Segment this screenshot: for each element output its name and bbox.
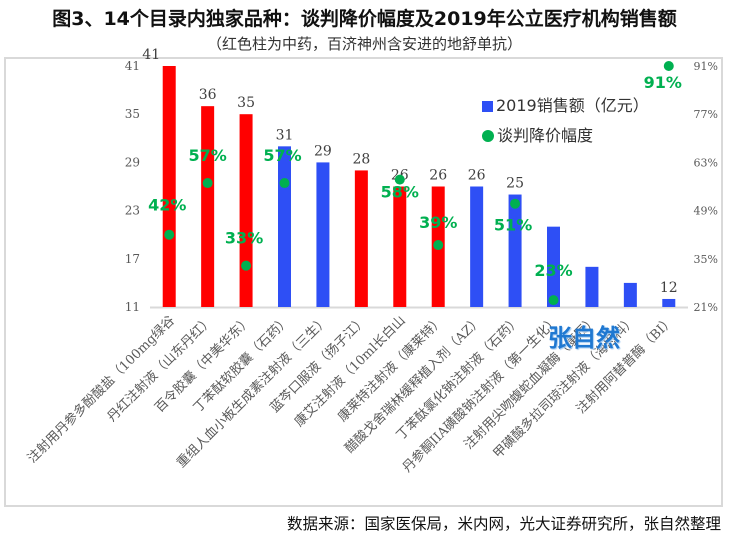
sales-bar: [354, 170, 368, 307]
discount-dot: [663, 61, 674, 71]
bar-value-label: 36: [199, 87, 217, 103]
y-left-tick: 41: [125, 59, 140, 73]
discount-label: 57%: [263, 146, 301, 165]
legend-item-sales: 2019销售额（亿元）: [482, 91, 649, 121]
chart-subtitle: （红色柱为中药，百济神州含安进的地舒单抗）: [206, 35, 522, 53]
sales-bar: [162, 66, 176, 307]
discount-label: 42%: [148, 196, 186, 215]
y-right-tick: 63%: [694, 156, 718, 169]
y-right-tick: 21%: [694, 301, 718, 314]
sales-bar: [470, 186, 484, 307]
sales-bar: [278, 146, 291, 307]
y-left-tick: 23: [125, 204, 140, 218]
sales-bar: [623, 282, 637, 307]
bar-value-label: 31: [276, 127, 294, 143]
chart-title: 图3、14个目录内独家品种：谈判降价幅度及2019年公立医疗机构销售额: [52, 8, 677, 30]
discount-dot: [394, 174, 405, 185]
bar-value-label: 12: [660, 280, 678, 296]
y-left-tick: 29: [125, 155, 140, 169]
y-left-tick: 35: [125, 107, 140, 121]
discount-label: 58%: [381, 183, 419, 202]
discount-dot: [279, 178, 290, 189]
legend: 2019销售额（亿元） 谈判降价幅度: [482, 91, 649, 151]
bar-value-label: 29: [314, 143, 332, 159]
discount-dot: [164, 229, 175, 240]
discount-dot: [510, 198, 521, 209]
y-right-tick: 49%: [694, 205, 718, 218]
discount-label: 23%: [534, 261, 572, 280]
legend-sales-label: 2019销售额（亿元）: [496, 96, 649, 115]
discount-dot: [202, 178, 213, 189]
legend-discount-label: 谈判降价幅度: [497, 126, 594, 145]
sales-bar: [239, 114, 253, 307]
bar-value-label: 35: [237, 95, 255, 111]
sales-bar: [201, 106, 215, 308]
y-right-tick: 91%: [694, 60, 718, 73]
category-label: 注射用丹参多酚酸盐（100mg绿谷: [24, 313, 178, 467]
sales-bar: [393, 186, 407, 307]
discount-label: 57%: [188, 146, 226, 165]
chart-frame: [4, 57, 723, 507]
discount-dot: [241, 260, 252, 271]
sales-bar: [316, 162, 330, 307]
y-right-tick: 77%: [694, 108, 718, 121]
sales-bar: [508, 194, 522, 307]
data-source: 数据来源：国家医保局，米内网，光大证券研究所，张自然整理: [286, 515, 721, 533]
bar-value-label: 25: [506, 176, 524, 192]
bar-value-label: 41: [142, 47, 160, 63]
sales-bar: [547, 226, 560, 307]
y-left-tick: 11: [125, 300, 140, 314]
discount-label: 39%: [419, 213, 457, 232]
discount-label: 51%: [494, 216, 532, 235]
y-right-tick: 35%: [694, 253, 718, 266]
green-dot-icon: [482, 130, 494, 142]
sales-bar: [662, 298, 676, 307]
watermark: 张自然: [548, 324, 620, 352]
blue-square-icon: [482, 100, 493, 112]
discount-dot: [433, 240, 444, 251]
y-left-tick: 17: [125, 252, 140, 266]
category-label: 醋酸戈舍瑞林缓释植入剂（AZ）: [342, 313, 486, 457]
discount-label: 91%: [644, 73, 682, 92]
bar-value-label: 28: [352, 151, 370, 167]
legend-item-discount: 谈判降价幅度: [482, 121, 649, 151]
discount-label: 33%: [225, 229, 263, 248]
bar-value-label: 26: [468, 168, 486, 184]
sales-bar: [585, 266, 599, 307]
bar-value-label: 26: [429, 168, 447, 184]
discount-dot: [548, 295, 559, 306]
